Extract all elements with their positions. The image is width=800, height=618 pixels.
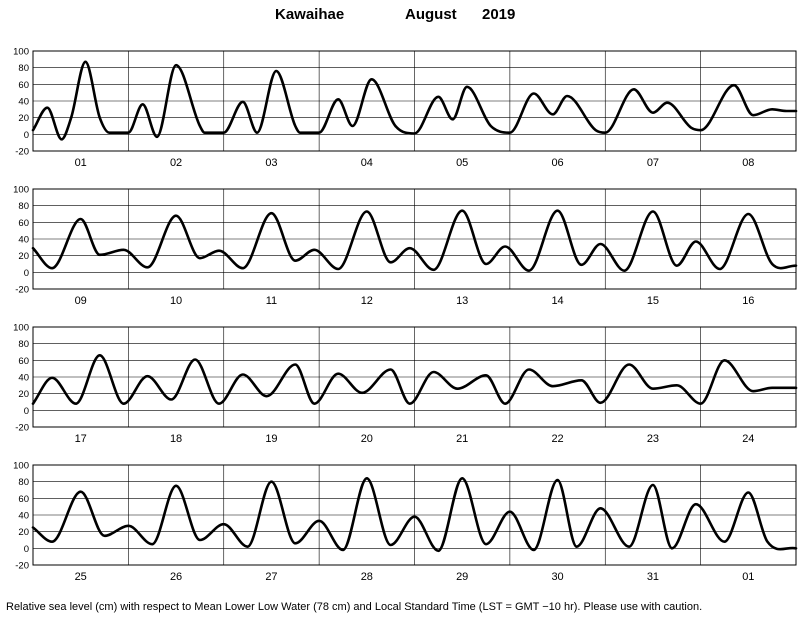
y-tick-label: -20 xyxy=(15,423,29,434)
title-row: Kawaihae August 2019 xyxy=(0,6,800,28)
plot-frame xyxy=(32,188,797,290)
panel-1: 100 80 60 40 20 0 -20 01 02 03 04 05 06 07 08 xyxy=(13,47,798,169)
day-label: 21 xyxy=(456,433,468,445)
day-label: 14 xyxy=(551,295,563,307)
y-tick-label: -20 xyxy=(15,147,29,158)
day-label: 01 xyxy=(742,571,754,583)
y-tick-label: 80 xyxy=(18,477,29,488)
day-label: 11 xyxy=(266,295,277,307)
y-tick-label: -20 xyxy=(15,561,29,572)
day-label: 15 xyxy=(647,295,659,307)
y-tick-label: 20 xyxy=(18,527,29,538)
y-tick-label: 40 xyxy=(18,373,29,384)
day-label: 31 xyxy=(647,571,659,583)
day-label: 25 xyxy=(75,571,87,583)
tide-curve xyxy=(31,477,798,553)
footnote: Relative sea level (cm) with respect to … xyxy=(6,601,703,613)
day-label: 13 xyxy=(456,295,468,307)
tide-curve xyxy=(31,60,798,141)
tide-curve xyxy=(31,209,798,272)
day-label: 08 xyxy=(742,157,754,169)
day-label: 27 xyxy=(265,571,277,583)
y-tick-label: 0 xyxy=(24,406,29,417)
day-label: 17 xyxy=(75,433,87,445)
y-tick-label: -20 xyxy=(15,285,29,296)
y-tick-label: 40 xyxy=(18,235,29,246)
day-label: 29 xyxy=(456,571,468,583)
y-tick-label: 40 xyxy=(18,97,29,108)
y-tick-label: 100 xyxy=(13,323,29,334)
day-label: 12 xyxy=(361,295,373,307)
day-label: 03 xyxy=(265,157,277,169)
day-label: 22 xyxy=(551,433,563,445)
day-label: 19 xyxy=(265,433,277,445)
day-label: 04 xyxy=(361,157,373,169)
y-tick-label: 100 xyxy=(13,461,29,472)
day-label: 24 xyxy=(742,433,754,445)
y-tick-label: 0 xyxy=(24,268,29,279)
month-title: August xyxy=(405,6,457,23)
day-label: 09 xyxy=(75,295,87,307)
y-tick-label: 60 xyxy=(18,80,29,91)
day-label: 02 xyxy=(170,157,182,169)
station-title: Kawaihae xyxy=(275,6,345,23)
plot-frame xyxy=(32,326,797,428)
day-label: 26 xyxy=(170,571,182,583)
y-tick-label: 100 xyxy=(13,47,29,58)
y-tick-label: 40 xyxy=(18,511,29,522)
year-title: 2019 xyxy=(482,6,516,23)
y-tick-label: 20 xyxy=(18,113,29,124)
plot-frame xyxy=(32,50,797,152)
day-label: 07 xyxy=(647,157,659,169)
y-tick-label: 20 xyxy=(18,389,29,400)
y-tick-label: 80 xyxy=(18,201,29,212)
y-tick-label: 80 xyxy=(18,63,29,74)
panel-2: 100 80 60 40 20 0 -20 09 10 11 12 13 14 15 16 xyxy=(13,185,798,307)
y-tick-label: 100 xyxy=(13,185,29,196)
tide-curve xyxy=(31,354,798,405)
panel-4: 100 80 60 40 20 0 -20 25 26 27 28 29 30 31 01 xyxy=(13,461,798,583)
y-tick-label: 60 xyxy=(18,356,29,367)
y-tick-label: 80 xyxy=(18,339,29,350)
day-label: 20 xyxy=(361,433,373,445)
day-label: 28 xyxy=(361,571,373,583)
y-tick-label: 20 xyxy=(18,251,29,262)
y-tick-label: 0 xyxy=(24,130,29,141)
day-label: 05 xyxy=(456,157,468,169)
day-label: 30 xyxy=(551,571,563,583)
day-label: 10 xyxy=(170,295,182,307)
y-tick-label: 60 xyxy=(18,494,29,505)
day-label: 16 xyxy=(742,295,754,307)
y-tick-label: 0 xyxy=(24,544,29,555)
day-label: 18 xyxy=(170,433,182,445)
plot-frame xyxy=(32,464,797,566)
day-label: 23 xyxy=(647,433,659,445)
day-label: 06 xyxy=(551,157,563,169)
day-label: 01 xyxy=(75,157,87,169)
y-tick-label: 60 xyxy=(18,218,29,229)
panel-3: 100 80 60 40 20 0 -20 17 18 19 20 21 22 23 24 xyxy=(13,323,798,445)
